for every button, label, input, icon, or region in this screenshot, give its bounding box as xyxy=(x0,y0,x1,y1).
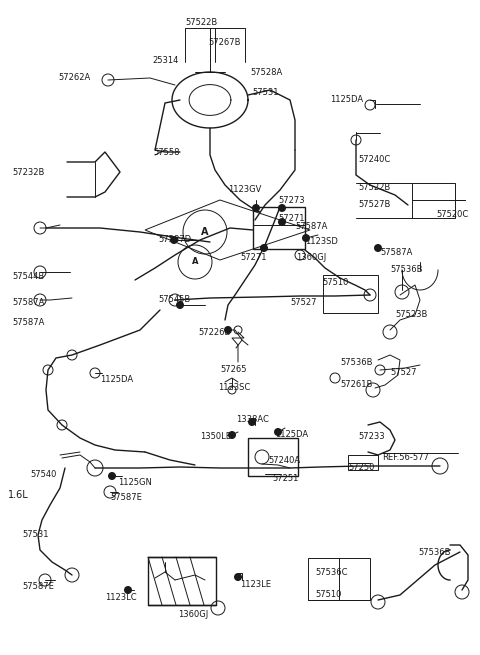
Text: 1125GN: 1125GN xyxy=(118,478,152,487)
Circle shape xyxy=(176,301,184,309)
Text: 57251: 57251 xyxy=(272,474,299,483)
Text: 57267B: 57267B xyxy=(208,38,240,47)
Bar xyxy=(323,275,378,313)
Text: 57523B: 57523B xyxy=(395,310,427,319)
Text: 57527B: 57527B xyxy=(358,200,390,209)
Text: 57545B: 57545B xyxy=(158,295,190,304)
Bar xyxy=(253,207,305,249)
Text: REF.56-577: REF.56-577 xyxy=(382,453,429,462)
Text: 1123SD: 1123SD xyxy=(305,237,338,246)
Text: 1338AC: 1338AC xyxy=(236,415,269,424)
Text: 57271: 57271 xyxy=(240,253,266,262)
Text: 57587A: 57587A xyxy=(380,248,412,257)
Circle shape xyxy=(252,204,260,212)
Circle shape xyxy=(274,428,282,436)
Text: 57233: 57233 xyxy=(358,432,384,441)
Text: 57522B: 57522B xyxy=(185,18,217,27)
Circle shape xyxy=(260,244,268,252)
Text: 57531: 57531 xyxy=(252,88,278,97)
Text: 57536B: 57536B xyxy=(340,358,372,367)
Text: 57510: 57510 xyxy=(322,278,348,287)
Text: 57240A: 57240A xyxy=(268,456,300,465)
Text: 57271: 57271 xyxy=(278,214,304,223)
Bar xyxy=(308,558,370,600)
Text: 57273: 57273 xyxy=(278,196,305,205)
Circle shape xyxy=(278,204,286,212)
Text: 1123LC: 1123LC xyxy=(105,593,137,602)
Text: 57520C: 57520C xyxy=(436,210,468,219)
Text: 57240C: 57240C xyxy=(358,155,390,164)
Text: 57587A: 57587A xyxy=(295,222,327,231)
Circle shape xyxy=(108,472,116,480)
Bar xyxy=(248,438,298,476)
Circle shape xyxy=(302,234,310,242)
Text: 1125DA: 1125DA xyxy=(275,430,308,439)
Circle shape xyxy=(248,418,256,426)
Text: 57250: 57250 xyxy=(348,463,374,472)
Text: 57540: 57540 xyxy=(30,470,56,479)
Text: 57536C: 57536C xyxy=(315,568,348,577)
Text: 57226D: 57226D xyxy=(198,328,231,337)
Circle shape xyxy=(224,326,232,334)
Text: 1123LE: 1123LE xyxy=(240,580,271,589)
Text: 57544B: 57544B xyxy=(12,272,44,281)
Text: 57522B: 57522B xyxy=(358,183,390,192)
Circle shape xyxy=(228,431,236,439)
Circle shape xyxy=(170,236,178,244)
Text: 57527: 57527 xyxy=(390,368,417,377)
Text: 1.6L: 1.6L xyxy=(8,490,29,500)
Text: A: A xyxy=(201,227,209,237)
Text: 57558: 57558 xyxy=(153,148,180,157)
Text: 1350LB: 1350LB xyxy=(200,432,232,441)
Text: 1360GJ: 1360GJ xyxy=(178,610,208,619)
Text: 25314: 25314 xyxy=(152,56,179,65)
Text: 57587A: 57587A xyxy=(12,298,44,307)
Text: 57536B: 57536B xyxy=(418,548,451,557)
Circle shape xyxy=(234,573,242,581)
Text: A: A xyxy=(192,257,198,267)
Text: 57527: 57527 xyxy=(290,298,316,307)
Text: 1360GJ: 1360GJ xyxy=(296,253,326,262)
Circle shape xyxy=(374,244,382,252)
Text: 1125DA: 1125DA xyxy=(100,375,133,384)
Text: 57536B: 57536B xyxy=(390,265,422,274)
Text: 57587E: 57587E xyxy=(22,582,54,591)
Text: 57510: 57510 xyxy=(315,590,341,599)
Bar xyxy=(148,557,216,605)
Text: 57261B: 57261B xyxy=(340,380,372,389)
Text: 57587A: 57587A xyxy=(12,318,44,327)
Text: 1123GV: 1123GV xyxy=(228,185,262,194)
Text: 57232B: 57232B xyxy=(12,168,44,177)
Text: 57262A: 57262A xyxy=(58,73,90,82)
Text: 57528A: 57528A xyxy=(250,68,282,77)
Bar xyxy=(348,455,378,470)
Text: 57265: 57265 xyxy=(220,365,247,374)
Text: 1123SC: 1123SC xyxy=(218,383,250,392)
Text: 57587E: 57587E xyxy=(110,493,142,502)
Text: 1125DA: 1125DA xyxy=(330,95,363,104)
Text: 57531: 57531 xyxy=(22,530,48,539)
Text: 57587D: 57587D xyxy=(158,235,191,244)
Circle shape xyxy=(124,586,132,594)
Circle shape xyxy=(278,218,286,226)
